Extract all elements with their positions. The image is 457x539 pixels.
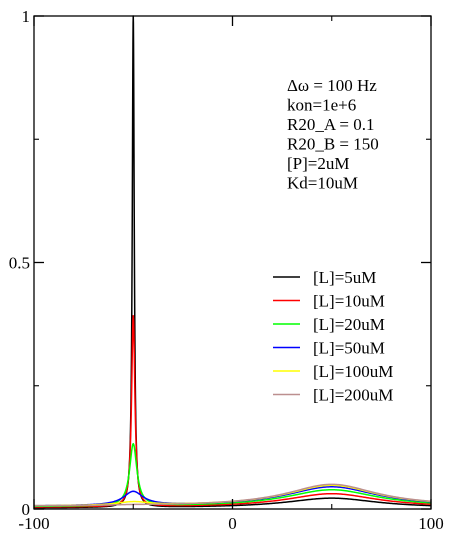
- legend-label: [L]=5uM: [313, 268, 376, 287]
- annotation-line: R20_A = 0.1: [287, 115, 375, 134]
- x-tick-label: 100: [418, 514, 444, 533]
- annotation-line: Kd=10uM: [287, 174, 358, 193]
- y-tick-label: 0: [22, 500, 31, 519]
- x-tick-label: -100: [18, 514, 49, 533]
- legend-label: [L]=200uM: [313, 386, 393, 405]
- annotation-line: [P]=2uM: [287, 154, 349, 173]
- legend-label: [L]=20uM: [313, 315, 385, 334]
- legend: [L]=5uM [L]=10uM [L]=20uM [L]=50uM [L]=100uM…: [273, 268, 393, 405]
- y-tick-label: 0.5: [9, 254, 30, 273]
- legend-label: [L]=100uM: [313, 362, 393, 381]
- series-line-6: [34, 483, 432, 507]
- y-tick-label: 1: [22, 7, 31, 26]
- annotation-line: kon=1e+6: [287, 96, 356, 115]
- legend-label: [L]=50uM: [313, 339, 385, 358]
- annotation-line: Δω = 100 Hz: [287, 76, 377, 95]
- annotation-line: R20_B = 150: [287, 135, 379, 154]
- x-tick-label: 0: [228, 514, 237, 533]
- legend-label: [L]=10uM: [313, 292, 385, 311]
- series-layer: [33, 15, 432, 509]
